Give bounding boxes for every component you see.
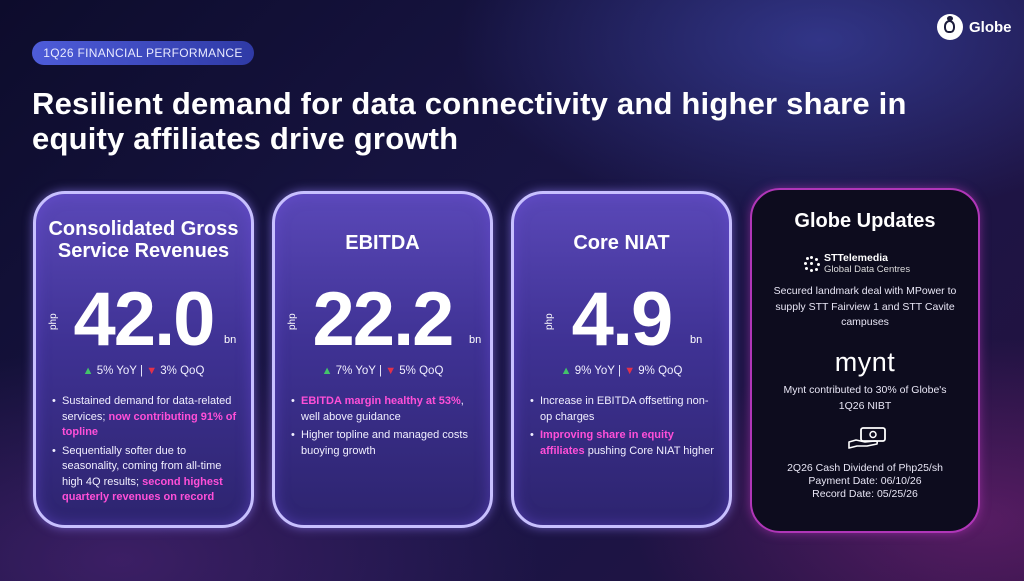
globe-logo: Globe [937, 14, 1012, 40]
card-core-niat: Core NIAT php 4.9 bn ▲ 9% YoY | ▼ 9% QoQ… [511, 191, 732, 528]
updates-title: Globe Updates [794, 210, 936, 232]
bullet-list: Sustained demand for data-related servic… [52, 394, 241, 509]
change-separator: | [139, 365, 143, 377]
cash-hand-icon [848, 427, 886, 449]
card-title: Core NIAT [573, 232, 670, 254]
change-separator: | [617, 365, 621, 377]
globe-updates-panel: Globe Updates STTelemedia Global Data Ce… [750, 188, 980, 533]
globe-logo-icon [937, 14, 963, 40]
yoy-change: 7% YoY [335, 365, 376, 377]
bullet-list: EBITDA margin healthy at 53%, well above… [291, 394, 480, 462]
unit-label: bn [469, 334, 482, 346]
yoy-change: 9% YoY [574, 365, 615, 377]
triangle-up-icon: ▲ [321, 365, 333, 377]
bullet-text: , well above guidance [301, 395, 464, 423]
bullet-item: EBITDA margin healthy at 53%, well above… [291, 394, 480, 425]
bullet-highlight: Improving share in equity affiliates [540, 429, 674, 457]
change-separator: | [378, 365, 382, 377]
bullet-text: Sustained demand for data-related servic… [62, 395, 232, 423]
change-row: ▲ 7% YoY | ▼ 5% QoQ [275, 365, 490, 377]
bullet-item: Higher topline and managed costs buoying… [291, 428, 480, 459]
card-gross-service-revenues: Consolidated Gross Service Revenues php … [33, 191, 254, 528]
metric-value: 22.2 [312, 277, 455, 362]
card-title: Consolidated Gross Service Revenues [48, 218, 239, 262]
metric-value: 42.0 [73, 277, 216, 362]
slide-headline: Resilient demand for data connectivity a… [32, 86, 907, 156]
triangle-down-icon: ▼ [624, 365, 636, 377]
bullet-item: Sequentially softer due to seasonality, … [52, 444, 241, 506]
change-row: ▲ 5% YoY | ▼ 3% QoQ [36, 365, 251, 377]
change-row: ▲ 9% YoY | ▼ 9% QoQ [514, 365, 729, 377]
bullet-item: Sustained demand for data-related servic… [52, 394, 241, 441]
bullet-item: Increase in EBITDA offsetting non-op cha… [530, 394, 719, 425]
bullet-text: Increase in EBITDA offsetting non-op cha… [540, 395, 709, 423]
dividend-line-3: Record Date: 05/25/26 [812, 488, 918, 500]
bullet-item: Improving share in equity affiliates pus… [530, 428, 719, 459]
triangle-down-icon: ▼ [385, 365, 397, 377]
unit-label: bn [690, 334, 703, 346]
stt-update-text: Secured landmark deal with MPower to sup… [773, 285, 957, 328]
unit-label: bn [224, 334, 237, 346]
yoy-change: 5% YoY [96, 365, 137, 377]
card-ebitda: EBITDA php 22.2 bn ▲ 7% YoY | ▼ 5% QoQ E… [272, 191, 493, 528]
mynt-update-text: Mynt contributed to 30% of Globe's 1Q26 … [783, 384, 947, 412]
bullet-text: Sequentially softer due to seasonality, … [62, 444, 222, 488]
triangle-down-icon: ▼ [146, 365, 158, 377]
logo-text: Globe [969, 18, 1012, 36]
mynt-logo: mynt [834, 347, 896, 377]
dividend-line-2: Payment Date: 06/10/26 [808, 475, 922, 487]
stt-brand: STTelemedia [824, 252, 888, 264]
qoq-change: 3% QoQ [160, 365, 205, 377]
triangle-up-icon: ▲ [82, 365, 94, 377]
card-title: EBITDA [345, 232, 420, 254]
qoq-change: 5% QoQ [399, 365, 444, 377]
bullet-list: Increase in EBITDA offsetting non-op cha… [530, 394, 719, 462]
bullet-highlight: second highest quarterly revenues on rec… [62, 475, 223, 504]
metric-value: 4.9 [571, 277, 674, 362]
bullet-highlight: now contributing 91% of topline [62, 410, 237, 439]
section-tag: 1Q26 FINANCIAL PERFORMANCE [32, 41, 254, 65]
qoq-change: 9% QoQ [638, 365, 683, 377]
bullet-text: pushing Core NIAT higher [584, 444, 714, 457]
bullet-text: Higher topline and managed costs buoying… [301, 429, 468, 457]
triangle-up-icon: ▲ [560, 365, 572, 377]
stt-logo: STTelemedia Global Data Centres [804, 253, 910, 275]
stt-sub: Global Data Centres [824, 264, 911, 275]
bullet-highlight: EBITDA margin healthy at 53% [301, 395, 461, 407]
dividend-line-1: 2Q26 Cash Dividend of Php25/sh [787, 462, 943, 474]
stt-dots-icon [804, 256, 820, 272]
